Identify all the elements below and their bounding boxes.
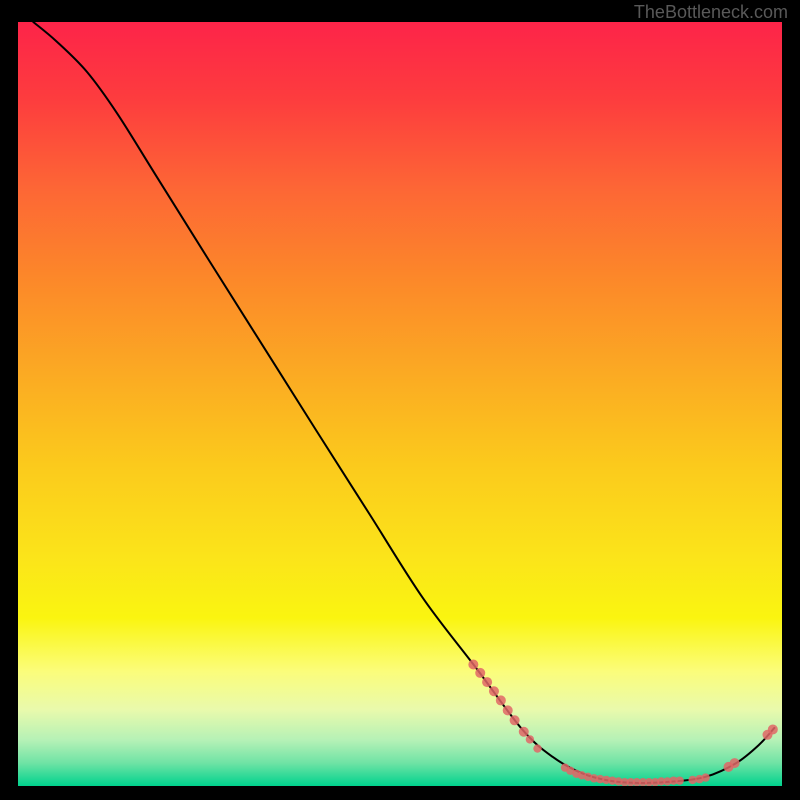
chart-marker [475,668,485,678]
chart-marker [533,744,541,752]
bottleneck-chart: TheBottleneck.com [0,0,800,800]
chart-marker [510,715,520,725]
chart-marker [701,773,709,781]
chart-container: TheBottleneck.com [0,0,800,800]
chart-marker [768,724,778,734]
watermark-text: TheBottleneck.com [634,2,788,22]
chart-marker [489,686,499,696]
chart-marker [482,677,492,687]
chart-marker [503,705,513,715]
chart-marker [526,735,534,743]
chart-marker [496,695,506,705]
chart-marker [675,776,683,784]
chart-marker [730,758,740,768]
chart-marker [468,660,478,670]
chart-marker [519,727,529,737]
